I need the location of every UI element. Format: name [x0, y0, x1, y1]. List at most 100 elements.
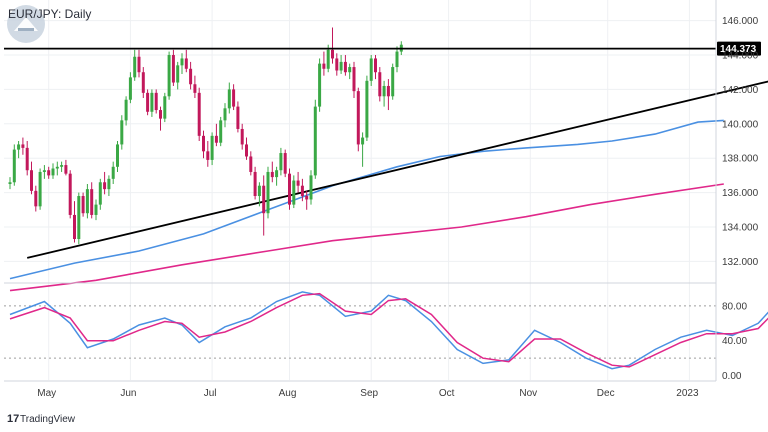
price-tick-label: 134.000 — [722, 222, 759, 233]
x-tick-label: Dec — [597, 388, 615, 399]
candle-body — [262, 185, 266, 214]
candle-body — [210, 135, 214, 160]
candle-body — [159, 110, 162, 119]
oscillator-tick-label: 0.00 — [722, 371, 742, 382]
candle-body — [85, 189, 89, 214]
candle-body — [90, 189, 94, 215]
candle-body — [98, 182, 102, 205]
price-tick-label: 144.000 — [722, 51, 759, 62]
tv-icon: 17 — [7, 413, 19, 425]
candle-body — [369, 58, 373, 81]
candle-body — [253, 171, 257, 197]
candle-body — [352, 67, 356, 92]
oscillator-tick-label: 80.00 — [722, 301, 747, 312]
candle-body — [331, 49, 334, 59]
candle-body — [38, 171, 42, 207]
candle-body — [313, 106, 317, 176]
oscillator-pane — [4, 291, 768, 370]
axes-group: May Jun Jul Aug Sep Oct Nov Dec 2023 146.000 144.0… — [4, 0, 759, 399]
candle-body — [51, 168, 55, 176]
candle-body — [348, 67, 352, 73]
candle-body — [103, 182, 107, 190]
price-tick-label: 142.000 — [722, 85, 759, 96]
candle-body — [275, 170, 279, 178]
candle-body — [292, 180, 296, 205]
candle-body — [240, 128, 244, 145]
candle-body — [270, 171, 274, 178]
candle-body — [184, 58, 188, 69]
candle-body — [141, 72, 145, 93]
candle-body — [189, 68, 193, 85]
candle-body — [227, 89, 231, 109]
candle-body — [137, 56, 141, 73]
candle-body — [42, 170, 46, 172]
candle-body — [94, 204, 98, 215]
candle-body — [257, 185, 261, 197]
candle-body — [68, 173, 72, 215]
candle-body — [391, 67, 395, 97]
candle-body — [322, 63, 326, 69]
candle-body — [326, 49, 330, 69]
candle-body — [17, 144, 21, 150]
price-tick-label: 140.000 — [722, 119, 759, 130]
candle-body — [343, 61, 347, 73]
candle-body — [133, 56, 137, 78]
oscillator-d-line — [9, 292, 768, 368]
moving-average-line — [9, 119, 724, 280]
candle-body — [309, 175, 313, 200]
candle-body — [361, 137, 365, 145]
candle-body — [34, 190, 38, 207]
candle-body — [60, 165, 64, 167]
x-tick-label: Jul — [204, 388, 217, 399]
x-tick-label: Oct — [439, 388, 455, 399]
candle-body — [283, 153, 287, 174]
candle-body — [73, 214, 76, 240]
candle-body — [206, 151, 210, 160]
candle-body — [245, 144, 248, 157]
candle-body — [154, 92, 158, 111]
brand-label: TradingView — [20, 414, 76, 425]
candle-body — [214, 135, 218, 143]
candle-body — [279, 153, 283, 171]
tradingview-logo[interactable]: 17 TradingView — [7, 413, 76, 425]
candle-body — [365, 80, 369, 138]
candle-body — [116, 144, 119, 167]
resistance-price-tag — [717, 41, 761, 56]
candle-body — [374, 58, 377, 73]
candle-body — [300, 185, 304, 197]
oscillator-k-line — [9, 291, 768, 370]
candle-body — [249, 156, 253, 172]
oscillator-tick-label: 40.00 — [722, 336, 747, 347]
chart-title: EUR/JPY: Daily — [8, 7, 91, 21]
candle-body — [128, 77, 132, 100]
candle-body — [382, 85, 386, 97]
candle-body — [288, 173, 291, 205]
candle-body — [8, 182, 12, 184]
x-tick-label: Sep — [360, 388, 378, 399]
candle-body — [296, 180, 300, 186]
candle-body — [335, 58, 339, 71]
candle-body — [167, 55, 171, 97]
price-tick-label: 146.000 — [722, 16, 759, 27]
candle-body — [339, 61, 343, 71]
trendline-group — [26, 80, 768, 259]
candles-group — [8, 27, 403, 245]
candle-body — [120, 120, 124, 145]
price-tick-label: 136.000 — [722, 188, 759, 199]
candle-body — [318, 63, 322, 107]
candle-body — [176, 65, 180, 83]
candle-body — [77, 196, 81, 240]
candle-body — [146, 92, 150, 112]
price-tick-label: 132.000 — [722, 257, 759, 268]
candle-body — [223, 108, 227, 121]
candle-body — [150, 92, 154, 112]
candle-body — [266, 171, 270, 214]
candle-body — [305, 196, 309, 200]
candle-body — [193, 84, 197, 93]
candle-body — [356, 91, 360, 145]
x-tick-label: Nov — [519, 388, 537, 399]
x-tick-label: Jun — [120, 388, 136, 399]
candle-body — [21, 144, 25, 148]
candle-body — [25, 147, 29, 171]
